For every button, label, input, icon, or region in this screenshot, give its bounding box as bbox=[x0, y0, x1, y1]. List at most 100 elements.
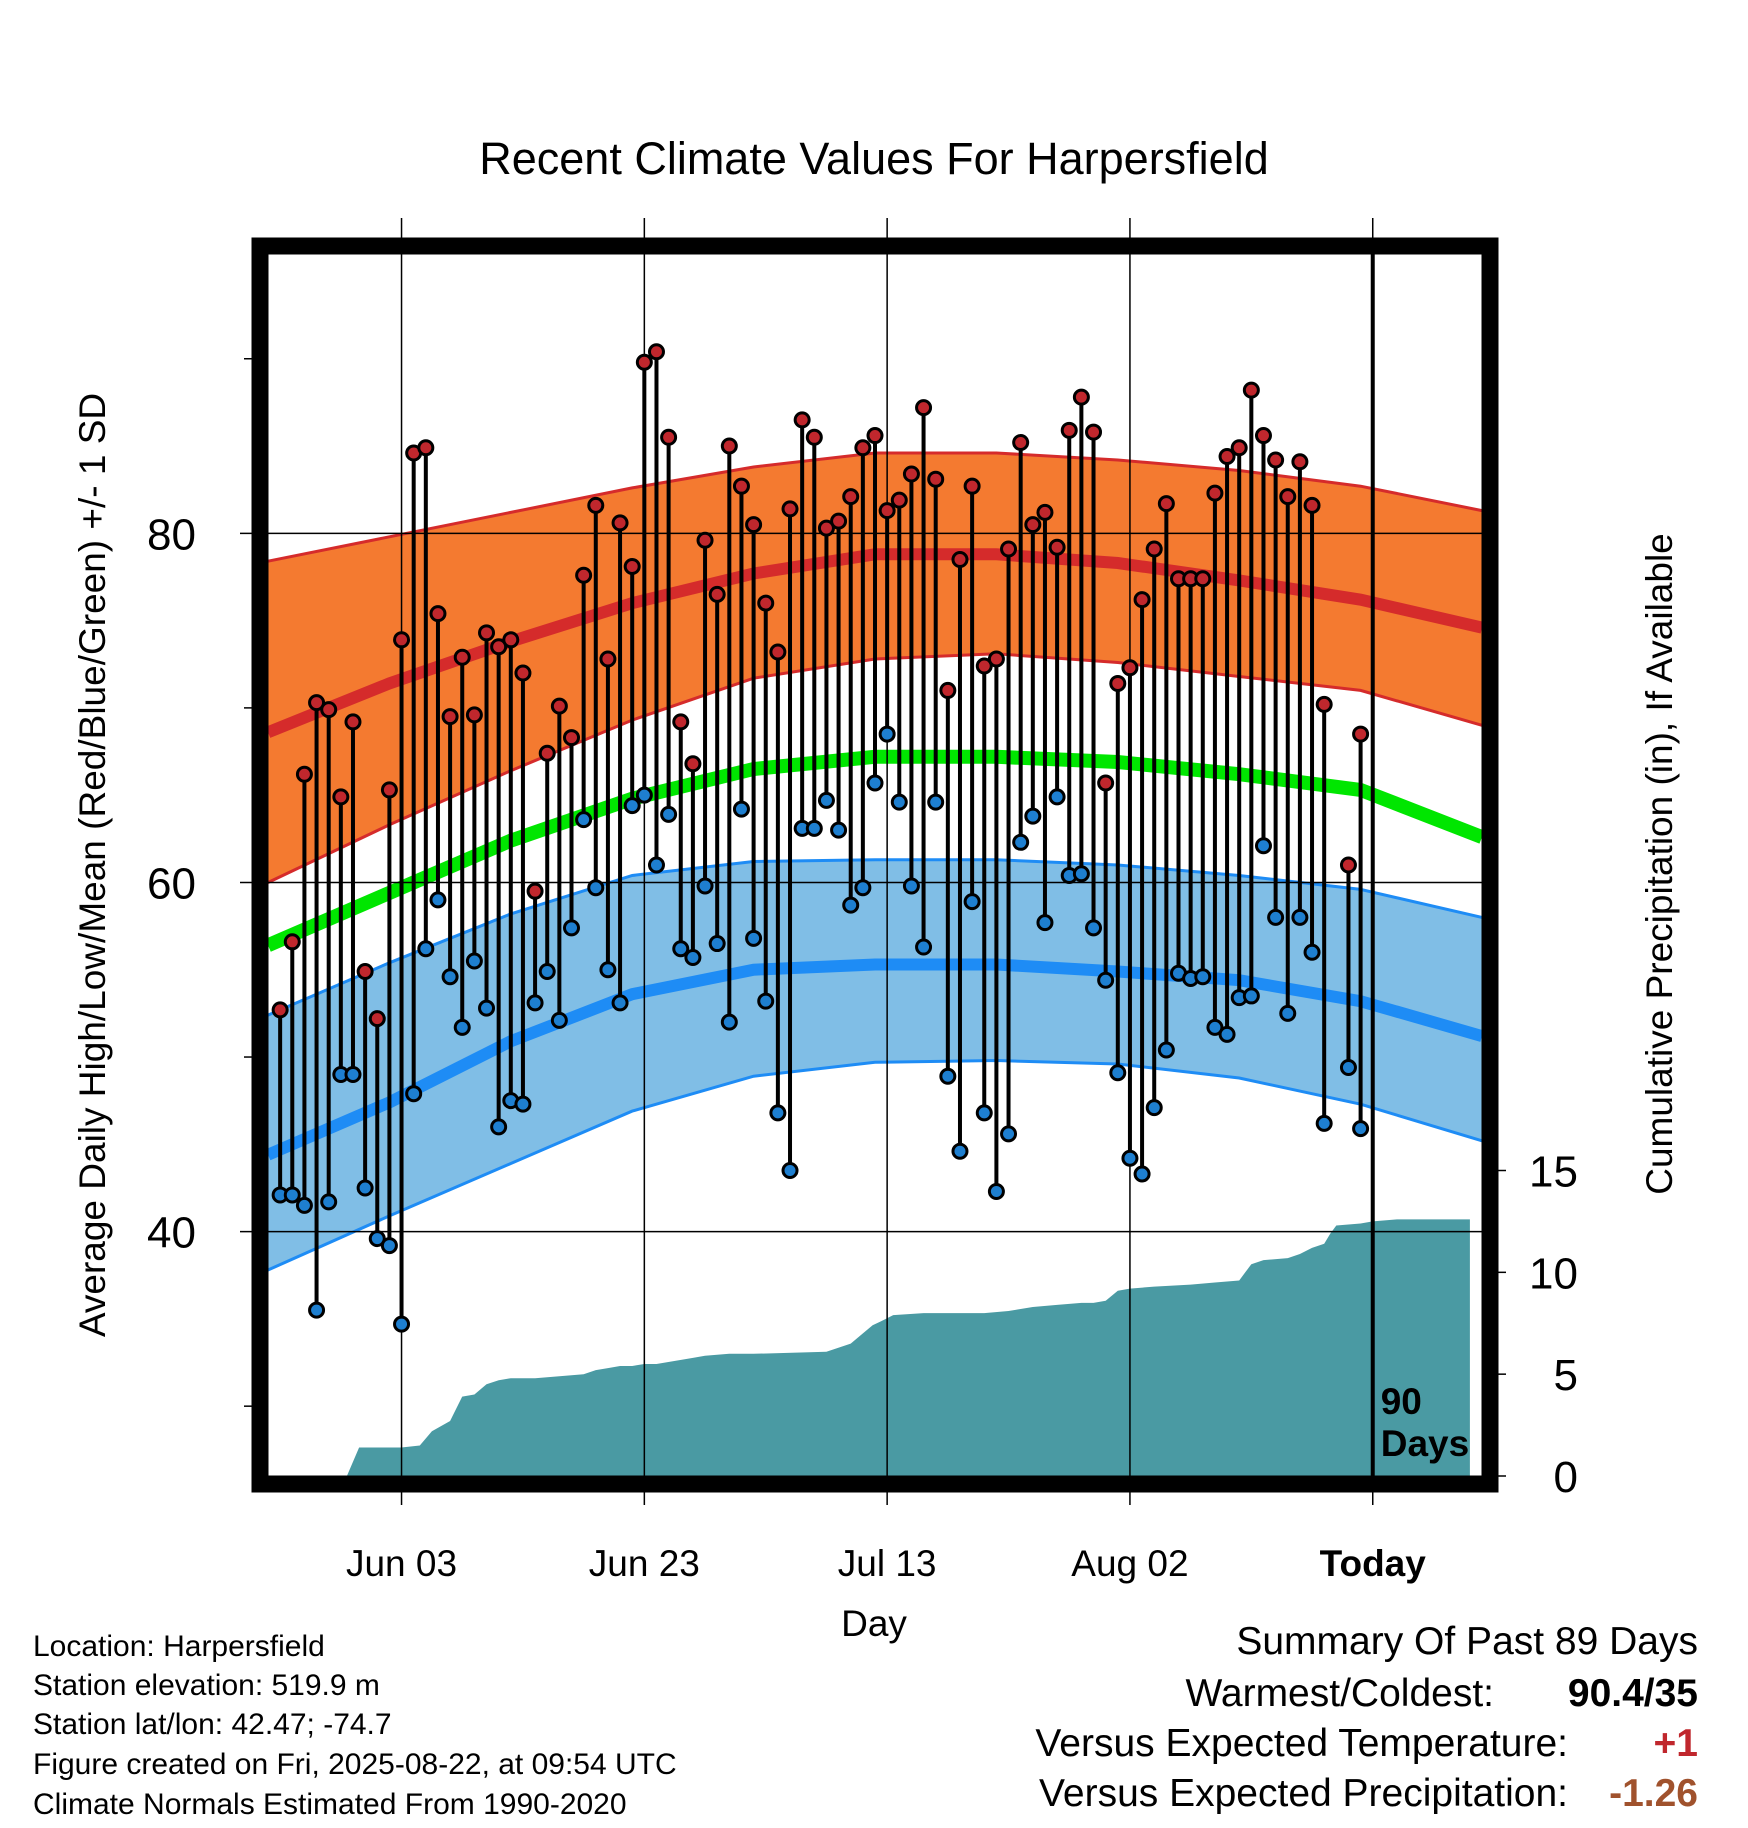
x-tick-label: Jul 13 bbox=[838, 1543, 937, 1584]
daily-high-point bbox=[732, 477, 750, 495]
daily-low-point bbox=[393, 1315, 411, 1333]
daily-high-point bbox=[769, 643, 787, 661]
daily-high-point bbox=[975, 657, 993, 675]
daily-low-point bbox=[745, 929, 763, 947]
daily-high-point bbox=[611, 514, 629, 532]
daily-low-point bbox=[368, 1230, 386, 1248]
precip-label: Versus Expected Precipitation: bbox=[1039, 1772, 1568, 1815]
daily-low-point bbox=[563, 919, 580, 937]
daily-high-point bbox=[1097, 774, 1115, 792]
daily-low-point bbox=[866, 774, 884, 792]
daily-high-point bbox=[368, 1010, 386, 1028]
daily-low-point bbox=[295, 1196, 313, 1214]
daily-high-point bbox=[647, 343, 665, 361]
daily-low-point bbox=[769, 1104, 787, 1122]
daily-high-point bbox=[1121, 659, 1139, 677]
daily-low-point bbox=[927, 793, 945, 811]
daily-low-point bbox=[902, 877, 920, 895]
daily-high-point bbox=[1315, 695, 1333, 713]
daily-low-point bbox=[878, 725, 896, 743]
daily-low-point bbox=[1267, 908, 1285, 926]
daily-low-point bbox=[672, 940, 690, 958]
daily-high-point bbox=[927, 470, 945, 488]
daily-low-point bbox=[1279, 1004, 1297, 1022]
daily-low-point bbox=[684, 949, 702, 967]
daily-low-point bbox=[417, 940, 435, 958]
daily-low-point bbox=[757, 992, 775, 1010]
daily-high-point bbox=[1206, 484, 1224, 502]
plot-frame bbox=[251, 237, 1499, 1493]
daily-low-point bbox=[1072, 865, 1090, 883]
daily-low-point bbox=[1352, 1120, 1370, 1138]
daily-low-point bbox=[550, 1011, 568, 1029]
created-text: Figure created on Fri, 2025-08-22, at 09… bbox=[33, 1748, 677, 1781]
latlon-text: Station lat/lon: 42.47; -74.7 bbox=[33, 1708, 392, 1741]
daily-high-point bbox=[890, 491, 908, 509]
low-band-upper-edge bbox=[267, 858, 1483, 1017]
y2-tick-label: 15 bbox=[1529, 1148, 1578, 1197]
daily-low-point bbox=[732, 800, 750, 818]
daily-low-point bbox=[1036, 914, 1054, 932]
daily-high-point bbox=[902, 465, 920, 483]
daily-low-point bbox=[915, 938, 933, 956]
daily-high-point bbox=[1279, 488, 1297, 506]
daily-high-point bbox=[660, 428, 678, 446]
temp-value: +1 bbox=[1653, 1722, 1698, 1765]
daily-low-point bbox=[587, 879, 605, 897]
daily-low-point bbox=[805, 819, 823, 837]
daily-low-point bbox=[1085, 919, 1103, 937]
daily-high-point bbox=[805, 428, 823, 446]
location-text: Location: Harpersfield bbox=[33, 1630, 325, 1663]
daily-high-point bbox=[720, 437, 738, 455]
daily-high-point bbox=[745, 516, 763, 534]
daily-high-point bbox=[1072, 388, 1090, 406]
cumulative-precip-area bbox=[346, 1219, 1470, 1476]
daily-low-point bbox=[1048, 788, 1066, 806]
daily-high-point bbox=[672, 713, 690, 731]
daily-high-point bbox=[417, 439, 435, 457]
daily-low-point bbox=[987, 1182, 1005, 1200]
precip-value: -1.26 bbox=[1609, 1772, 1698, 1815]
y2-tick-label: 10 bbox=[1529, 1249, 1578, 1298]
x-tick-label: Jun 03 bbox=[346, 1543, 457, 1584]
daily-low-point bbox=[490, 1118, 508, 1136]
today-annotation: Days bbox=[1381, 1423, 1469, 1464]
daily-high-point bbox=[1254, 427, 1272, 445]
daily-low-point bbox=[1315, 1114, 1333, 1132]
daily-low-point bbox=[842, 896, 860, 914]
x-tick-label: Jun 23 bbox=[589, 1543, 700, 1584]
high-normal-band bbox=[268, 453, 1482, 883]
daily-low-point bbox=[344, 1065, 362, 1083]
daily-high-point bbox=[1230, 439, 1248, 457]
daily-low-point bbox=[1000, 1125, 1018, 1143]
daily-high-point bbox=[708, 585, 726, 603]
y-tick-label: 60 bbox=[147, 859, 196, 908]
daily-low-point bbox=[1097, 971, 1115, 989]
daily-high-point bbox=[344, 713, 362, 731]
daily-high-point bbox=[563, 729, 580, 747]
chart-title: Recent Climate Values For Harpersfield bbox=[479, 133, 1268, 184]
daily-high-point bbox=[1036, 503, 1054, 521]
daily-high-point bbox=[332, 788, 350, 806]
daily-low-point bbox=[575, 811, 593, 829]
daily-high-point bbox=[1267, 451, 1285, 469]
daily-high-point bbox=[599, 650, 617, 668]
warmest-value: 90.4/35 bbox=[1567, 1672, 1698, 1715]
daily-low-point bbox=[635, 786, 653, 804]
daily-low-point bbox=[963, 893, 981, 911]
daily-low-point bbox=[1254, 837, 1272, 855]
daily-high-point bbox=[1352, 725, 1370, 743]
daily-low-point bbox=[283, 1186, 301, 1204]
daily-high-point bbox=[1339, 856, 1357, 874]
daily-high-point bbox=[465, 706, 483, 724]
daily-low-point bbox=[465, 952, 483, 970]
daily-high-point bbox=[866, 427, 884, 445]
daily-high-point bbox=[1000, 540, 1018, 558]
daily-high-point bbox=[393, 631, 411, 649]
daily-high-point bbox=[441, 708, 459, 726]
daily-high-point bbox=[939, 681, 957, 699]
daily-high-point bbox=[320, 701, 338, 719]
daily-high-point bbox=[987, 650, 1005, 668]
daily-low-point bbox=[1157, 1041, 1175, 1059]
low-normal-line bbox=[265, 958, 1484, 1161]
